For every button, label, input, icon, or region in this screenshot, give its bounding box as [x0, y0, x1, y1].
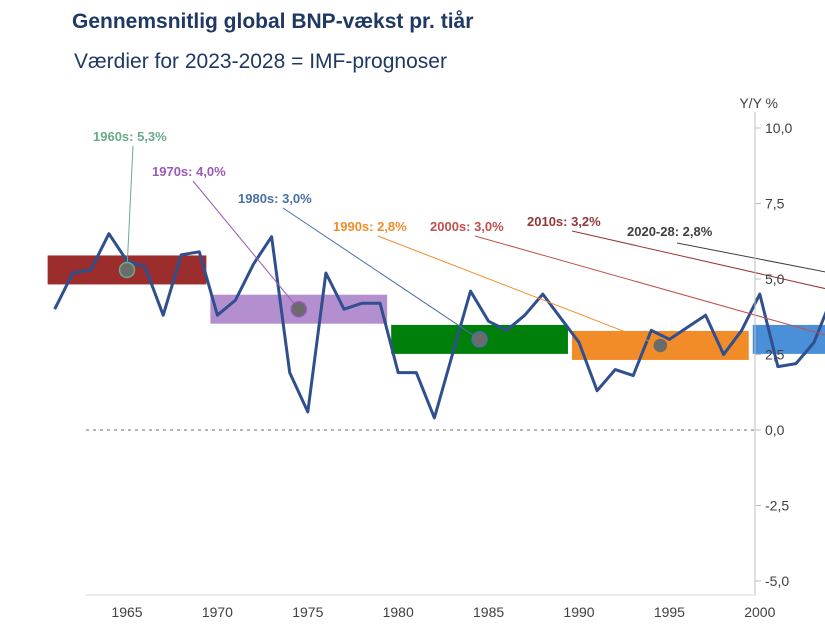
x-tick-label: 1990 — [563, 604, 594, 620]
y-tick-label: 0,0 — [765, 422, 785, 438]
y-tick-label: -2,5 — [765, 498, 789, 514]
decade-label: 1990s: 2,8% — [333, 219, 407, 234]
x-tick-label: 2000 — [744, 604, 775, 620]
leader-line — [474, 235, 825, 336]
y-tick-label: 5,0 — [765, 271, 785, 287]
growth-line-group — [53, 232, 825, 420]
x-tick-label: 1985 — [473, 604, 504, 620]
decade-mean-marker — [118, 261, 136, 279]
leader-line — [571, 230, 825, 290]
axes: 10,0 7,5 5,0 2,5 0,0 -2,5 -5,0 Y/Y % 1965 1970 197… — [86, 95, 792, 620]
chart-subtitle: Værdier for 2023-2028 = IMF-prognoser — [74, 50, 447, 73]
leader-line — [126, 145, 134, 270]
decade-band — [752, 324, 825, 354]
y-tick-label: 7,5 — [765, 196, 785, 212]
y-tick-label: 10,0 — [765, 120, 792, 136]
leader-line — [377, 235, 661, 346]
chart-title: Gennemsnitlig global BNP-vækst pr. tiår — [72, 10, 474, 33]
x-tick-label: 1970 — [202, 604, 233, 620]
leader-line — [192, 180, 300, 310]
decade-mean-marker — [290, 300, 308, 318]
y-tick-label: -5,0 — [765, 573, 789, 589]
decade-labels: 1960s: 5,3% 1970s: 4,0% 1980s: 3,0% 1990s: … — [93, 129, 825, 354]
decade-label: 2020-28: 2,8% — [627, 224, 713, 239]
leader-line — [282, 207, 480, 340]
y-tick-label: 2,5 — [765, 347, 785, 363]
x-tick-label: 1975 — [292, 604, 323, 620]
decade-label: 2010s: 3,2% — [527, 214, 601, 229]
decade-label: 1970s: 4,0% — [152, 164, 226, 179]
x-tick-label: 1995 — [654, 604, 685, 620]
decade-mean-marker — [652, 337, 669, 354]
x-tick-label: 1965 — [111, 604, 142, 620]
decade-label: 2000s: 3,0% — [430, 219, 504, 234]
y-axis-label: Y/Y % — [739, 95, 778, 111]
growth-line — [53, 232, 825, 420]
decade-label: 1980s: 3,0% — [238, 191, 312, 206]
leader-line — [676, 242, 825, 273]
x-tick-label: 1980 — [383, 604, 414, 620]
decade-label: 1960s: 5,3% — [93, 129, 167, 144]
decade-mean-marker — [471, 331, 488, 348]
